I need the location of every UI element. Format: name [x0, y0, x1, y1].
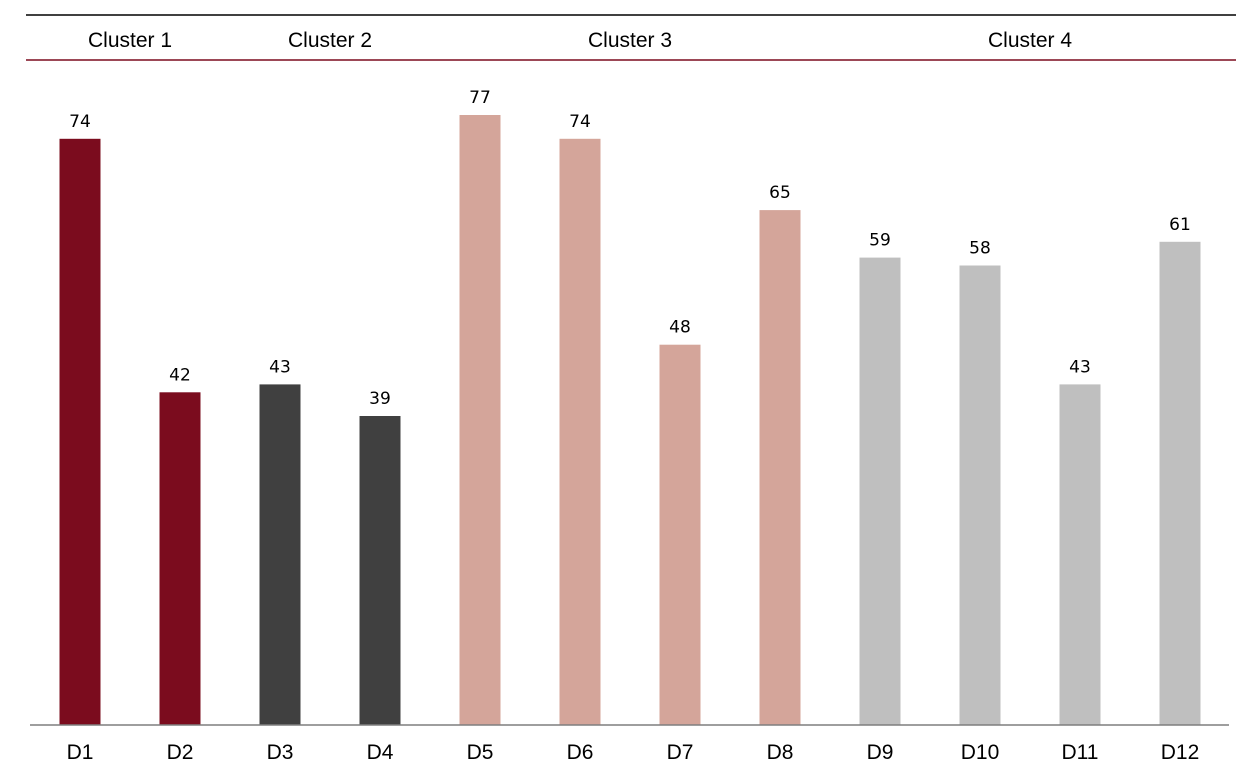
bar-d3 [259, 384, 301, 725]
bar-d9 [859, 257, 901, 725]
data-label-d3: 43 [269, 357, 291, 377]
bar-d2 [159, 392, 201, 725]
x-tick-label-d10: D10 [961, 741, 1000, 764]
cluster-label-2: Cluster 2 [288, 29, 372, 52]
cluster-label-1: Cluster 1 [88, 29, 172, 52]
x-tick-label-d5: D5 [467, 741, 494, 764]
cluster-labels: Cluster 1 Cluster 2 Cluster 3 Cluster 4 [88, 29, 1072, 52]
data-label-d5: 77 [469, 88, 491, 108]
data-label-d4: 39 [369, 389, 391, 409]
data-label-d2: 42 [169, 365, 191, 385]
bar-d4 [359, 416, 401, 725]
data-label-d8: 65 [769, 183, 791, 203]
cluster-label-3: Cluster 3 [588, 29, 672, 52]
x-tick-label-d1: D1 [67, 741, 94, 764]
bar-d10 [959, 265, 1001, 725]
data-labels: 74 42 43 39 77 74 48 65 59 58 43 61 [69, 88, 1191, 409]
data-label-d6: 74 [569, 112, 591, 132]
bar-d11 [1059, 384, 1101, 725]
x-tick-label-d8: D8 [767, 741, 794, 764]
bars [59, 115, 1201, 726]
x-tick-labels: D1 D2 D3 D4 D5 D6 D7 D8 D9 D10 D11 D12 [67, 741, 1200, 764]
data-label-d1: 74 [69, 112, 91, 132]
data-label-d10: 58 [969, 239, 991, 259]
data-label-d9: 59 [869, 231, 891, 251]
x-tick-label-d9: D9 [867, 741, 894, 764]
bar-d8 [759, 210, 801, 726]
bar-d7 [659, 344, 701, 725]
x-tick-label-d4: D4 [367, 741, 394, 764]
x-tick-label-d2: D2 [167, 741, 194, 764]
data-label-d12: 61 [1169, 215, 1191, 235]
bar-d6 [559, 138, 601, 726]
x-tick-label-d11: D11 [1062, 741, 1099, 764]
x-tick-label-d12: D12 [1161, 741, 1200, 764]
data-label-d11: 43 [1069, 357, 1091, 377]
x-tick-label-d3: D3 [267, 741, 294, 764]
bar-d12 [1159, 241, 1201, 726]
data-label-d7: 48 [669, 318, 691, 338]
bar-d1 [59, 138, 101, 726]
x-tick-label-d6: D6 [567, 741, 594, 764]
cluster-label-4: Cluster 4 [988, 29, 1072, 52]
x-tick-label-d7: D7 [667, 741, 694, 764]
bar-d5 [459, 115, 501, 725]
